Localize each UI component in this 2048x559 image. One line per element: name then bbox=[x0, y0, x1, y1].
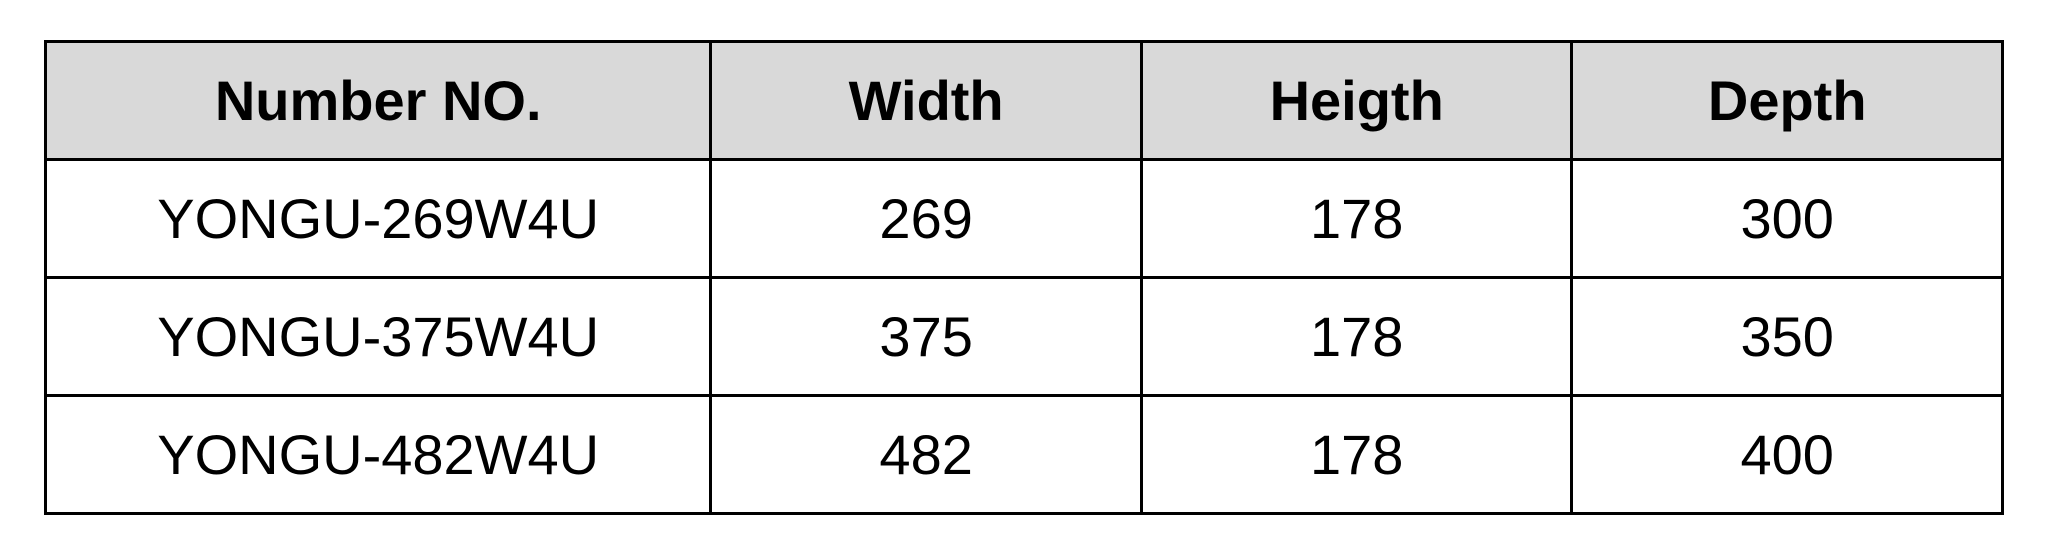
cell-width: 269 bbox=[711, 160, 1142, 278]
cell-number: YONGU-269W4U bbox=[46, 160, 711, 278]
header-number: Number NO. bbox=[46, 42, 711, 160]
table-container: Number NO. Width Heigth Depth YONGU-269W… bbox=[0, 0, 2048, 555]
cell-depth: 400 bbox=[1572, 396, 2003, 514]
cell-number: YONGU-482W4U bbox=[46, 396, 711, 514]
table-row: YONGU-269W4U 269 178 300 bbox=[46, 160, 2003, 278]
table-row: YONGU-482W4U 482 178 400 bbox=[46, 396, 2003, 514]
cell-depth: 300 bbox=[1572, 160, 2003, 278]
table-row: YONGU-375W4U 375 178 350 bbox=[46, 278, 2003, 396]
cell-height: 178 bbox=[1141, 278, 1572, 396]
cell-number: YONGU-375W4U bbox=[46, 278, 711, 396]
cell-height: 178 bbox=[1141, 160, 1572, 278]
spec-table: Number NO. Width Heigth Depth YONGU-269W… bbox=[44, 40, 2004, 515]
header-width: Width bbox=[711, 42, 1142, 160]
cell-width: 375 bbox=[711, 278, 1142, 396]
header-depth: Depth bbox=[1572, 42, 2003, 160]
cell-height: 178 bbox=[1141, 396, 1572, 514]
table-header-row: Number NO. Width Heigth Depth bbox=[46, 42, 2003, 160]
cell-depth: 350 bbox=[1572, 278, 2003, 396]
cell-width: 482 bbox=[711, 396, 1142, 514]
header-height: Heigth bbox=[1141, 42, 1572, 160]
